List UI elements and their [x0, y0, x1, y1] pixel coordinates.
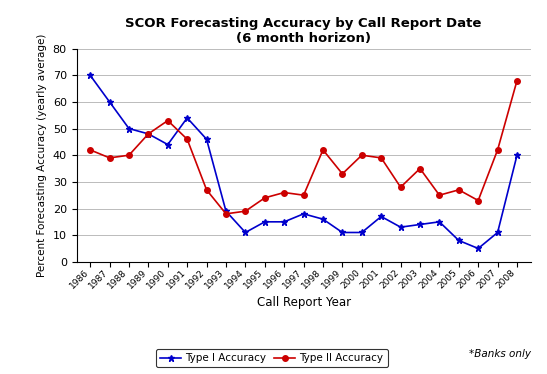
Line: Type I Accuracy: Type I Accuracy [86, 72, 521, 252]
Legend: Type I Accuracy, Type II Accuracy: Type I Accuracy, Type II Accuracy [156, 349, 388, 367]
Type II Accuracy [436, 193, 443, 197]
Type I Accuracy [87, 73, 94, 77]
Type II Accuracy [203, 188, 210, 192]
Type II Accuracy [300, 193, 307, 197]
Type II Accuracy [378, 156, 385, 160]
Type I Accuracy [339, 230, 346, 235]
Text: *Banks only: *Banks only [469, 349, 531, 359]
Type II Accuracy [261, 196, 268, 200]
Type II Accuracy [106, 156, 113, 160]
Type I Accuracy [378, 214, 385, 219]
Type II Accuracy [184, 137, 190, 141]
Type I Accuracy [126, 126, 132, 131]
Type II Accuracy [242, 209, 249, 214]
Type II Accuracy [514, 79, 520, 83]
Y-axis label: Percent Forecasting Accuracy (yearly average): Percent Forecasting Accuracy (yearly ave… [37, 34, 47, 277]
Type I Accuracy [261, 220, 268, 224]
Type I Accuracy [475, 246, 481, 251]
Line: Type II Accuracy: Type II Accuracy [88, 78, 520, 217]
Type II Accuracy [319, 148, 326, 152]
Type I Accuracy [456, 238, 462, 243]
Type I Accuracy [106, 100, 113, 104]
Type I Accuracy [417, 222, 423, 227]
Type II Accuracy [494, 148, 501, 152]
Type II Accuracy [165, 118, 171, 123]
Type I Accuracy [165, 142, 171, 147]
Type II Accuracy [281, 190, 288, 195]
Type I Accuracy [281, 220, 288, 224]
Title: SCOR Forecasting Accuracy by Call Report Date
(6 month horizon): SCOR Forecasting Accuracy by Call Report… [125, 17, 482, 45]
Type I Accuracy [223, 209, 229, 214]
Type II Accuracy [339, 172, 346, 176]
Type I Accuracy [514, 153, 520, 157]
Type I Accuracy [397, 225, 404, 229]
Type I Accuracy [145, 132, 152, 136]
Type I Accuracy [300, 212, 307, 216]
Type I Accuracy [436, 220, 443, 224]
Type I Accuracy [203, 137, 210, 141]
Type II Accuracy [397, 185, 404, 190]
X-axis label: Call Report Year: Call Report Year [257, 296, 351, 309]
Type II Accuracy [456, 188, 462, 192]
Type II Accuracy [223, 212, 229, 216]
Type II Accuracy [126, 153, 132, 157]
Type II Accuracy [475, 198, 481, 203]
Type I Accuracy [242, 230, 249, 235]
Type II Accuracy [417, 166, 423, 171]
Type I Accuracy [319, 217, 326, 221]
Type II Accuracy [358, 153, 365, 157]
Type II Accuracy [145, 132, 152, 136]
Type I Accuracy [358, 230, 365, 235]
Type I Accuracy [494, 230, 501, 235]
Type I Accuracy [184, 116, 190, 120]
Type II Accuracy [87, 148, 94, 152]
